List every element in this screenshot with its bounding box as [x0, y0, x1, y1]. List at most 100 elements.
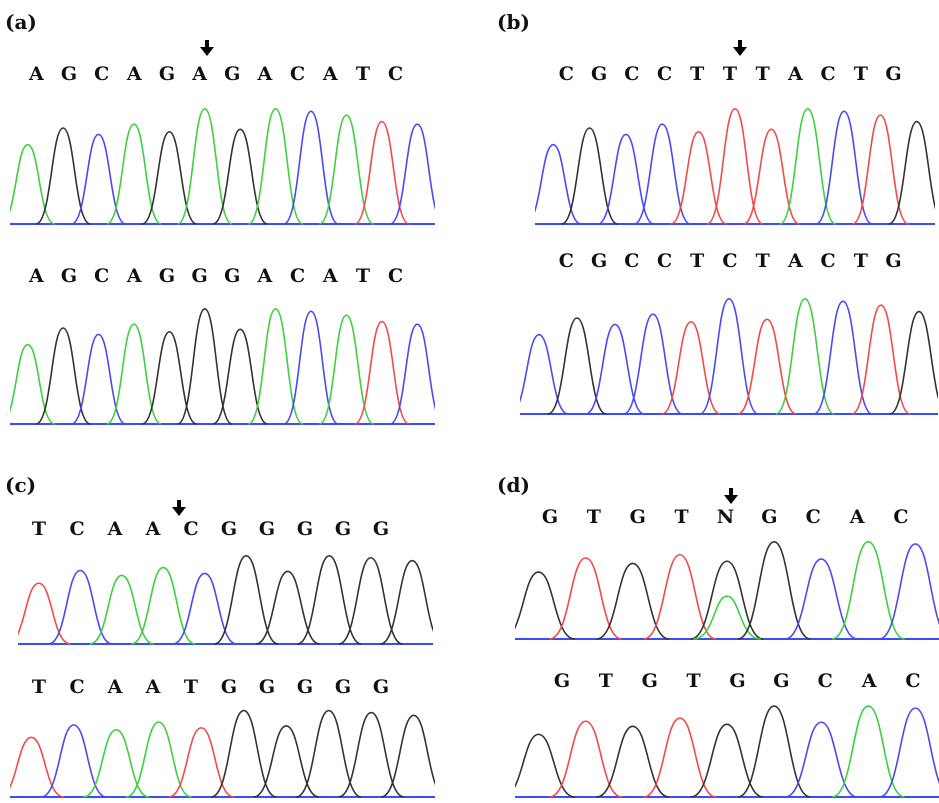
base-letter: G: [372, 518, 390, 540]
peak-G: [295, 709, 362, 798]
peak-G: [596, 725, 670, 798]
panel-label: (a): [5, 10, 37, 34]
base-letter: G: [641, 670, 658, 692]
peak-C: [878, 707, 939, 798]
base-letter: G: [158, 63, 176, 85]
base-letter: A: [28, 265, 44, 287]
base-letter: C: [805, 506, 821, 528]
peak-C: [815, 110, 873, 225]
base-letter: A: [126, 265, 142, 287]
base-letter: A: [861, 670, 877, 692]
base-letter: C: [820, 63, 836, 85]
peak-A: [10, 143, 56, 225]
base-letter: T: [586, 506, 601, 528]
mutation-arrow-icon: [172, 500, 186, 516]
base-letter: G: [553, 670, 571, 692]
base-letter: G: [761, 506, 778, 528]
peak-C: [520, 333, 569, 415]
base-letter: C: [624, 250, 640, 272]
peak-G: [380, 714, 435, 798]
peak-C: [878, 543, 939, 640]
peak-G: [690, 560, 764, 640]
peak-G: [214, 554, 279, 645]
peak-G: [515, 733, 576, 798]
peak-T: [354, 320, 410, 425]
peak-T: [168, 727, 235, 798]
peak-C: [813, 300, 873, 415]
peak-C: [623, 313, 683, 415]
base-letter: G: [334, 518, 352, 540]
base-letter: A: [322, 265, 338, 287]
base-letter: C: [656, 63, 673, 85]
base-letter: T: [722, 63, 738, 85]
base-letter: A: [849, 506, 865, 528]
peak-C: [784, 721, 858, 798]
peak-T: [851, 304, 911, 415]
base-letter: A: [107, 518, 123, 540]
base-letter: G: [220, 676, 238, 698]
peak-T: [354, 120, 410, 225]
base-letter: A: [126, 63, 142, 85]
peak-A: [83, 728, 150, 798]
peak-G: [141, 131, 197, 225]
base-letter: C: [69, 518, 85, 540]
base-letter: C: [94, 63, 110, 85]
base-letter: G: [885, 250, 902, 272]
panel-label: (b): [497, 10, 530, 34]
base-letter: A: [257, 265, 273, 287]
peak-G: [338, 711, 405, 798]
base-letter: A: [107, 676, 123, 698]
peak-secondary: [693, 595, 761, 640]
peak-C: [283, 310, 339, 425]
base-letter: G: [220, 518, 238, 540]
base-letter: G: [296, 676, 314, 698]
base-letter: C: [722, 250, 738, 272]
peak-T: [18, 582, 71, 645]
base-letter: A: [788, 63, 803, 85]
base-letter: G: [60, 265, 78, 287]
peak-A: [831, 705, 905, 798]
base-letter: C: [69, 676, 85, 698]
peak-C: [585, 323, 645, 415]
base-letter: T: [598, 670, 613, 692]
peak-A: [177, 107, 233, 225]
peak-G: [297, 554, 362, 645]
mutation-arrow-icon: [724, 488, 738, 504]
base-letter: C: [183, 518, 199, 540]
base-letter: T: [686, 670, 701, 692]
peak-C: [70, 133, 127, 225]
base-letter: G: [191, 265, 208, 287]
base-letter: G: [224, 265, 241, 287]
base-letter: T: [690, 63, 705, 85]
peak-A: [131, 566, 196, 645]
base-letter: A: [322, 63, 338, 85]
peak-C: [699, 297, 759, 415]
base-letter: T: [183, 676, 199, 698]
peak-G: [212, 328, 268, 425]
base-letter: C: [656, 250, 673, 272]
peak-A: [247, 107, 304, 225]
base-letter: G: [158, 265, 176, 287]
peak-A: [10, 343, 56, 425]
peak-T: [743, 128, 800, 225]
base-letter: G: [296, 518, 314, 540]
base-letter: G: [258, 518, 276, 540]
chromatogram-top: [515, 540, 939, 640]
base-letter: C: [290, 265, 306, 287]
base-letter: G: [885, 63, 902, 85]
base-letter: T: [674, 506, 689, 528]
base-letter: T: [755, 250, 770, 272]
peak-T: [643, 717, 717, 798]
peak-A: [831, 540, 905, 640]
peak-T: [737, 318, 797, 415]
peak-A: [106, 123, 162, 225]
chromatogram-bottom: [515, 705, 939, 798]
peak-G: [380, 559, 433, 645]
peak-A: [125, 721, 192, 798]
peak-G: [35, 127, 91, 225]
